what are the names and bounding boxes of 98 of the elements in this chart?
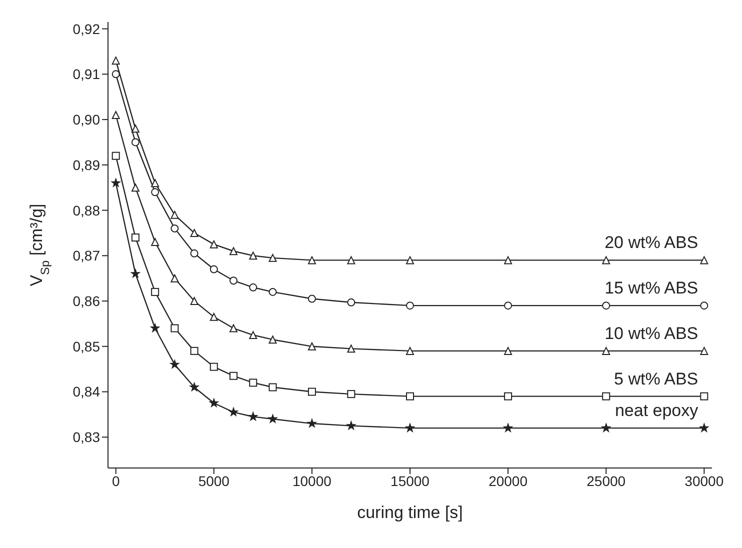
point	[602, 392, 610, 400]
point	[112, 152, 120, 160]
point	[700, 424, 708, 432]
point	[268, 414, 278, 423]
point	[151, 179, 160, 188]
x-tick-label: 25000	[586, 472, 626, 489]
point	[170, 324, 179, 332]
point	[112, 70, 120, 78]
point	[268, 288, 277, 296]
point	[308, 342, 316, 350]
point	[131, 269, 140, 278]
x-tick-label: 5000	[198, 472, 230, 489]
y-tick-label: 0,85	[72, 338, 100, 354]
x-axis-title: curing time [s]	[357, 503, 463, 522]
point	[112, 178, 120, 187]
point	[347, 256, 356, 264]
point	[210, 312, 218, 321]
y-tick-label: 0,84	[72, 384, 100, 400]
point	[406, 424, 414, 432]
y-tick-label: 0,92	[72, 20, 100, 37]
point	[406, 302, 414, 310]
point	[230, 372, 238, 380]
point	[249, 252, 258, 260]
point	[504, 256, 512, 264]
point	[210, 265, 218, 274]
point	[406, 256, 414, 264]
point	[190, 249, 198, 258]
point	[602, 256, 610, 264]
point	[151, 288, 160, 296]
point	[602, 424, 610, 432]
point	[406, 392, 414, 400]
point	[308, 256, 316, 264]
point	[190, 297, 198, 306]
point	[504, 302, 512, 310]
series-label: 15 wt% ABS	[604, 278, 698, 298]
y-tick-label: 0,88	[72, 202, 100, 218]
point	[131, 138, 140, 146]
point	[151, 238, 160, 246]
y-tick-label: 0,83	[72, 429, 100, 446]
point	[112, 56, 120, 65]
point	[230, 276, 238, 285]
point	[170, 274, 179, 282]
point	[190, 382, 199, 391]
x-tick-label: 10000	[292, 472, 332, 489]
point	[406, 346, 414, 355]
series-label: 20 wt% ABS	[604, 233, 698, 252]
point	[347, 344, 356, 353]
point	[346, 421, 356, 430]
point	[170, 360, 179, 368]
point	[190, 228, 198, 237]
point	[700, 302, 708, 310]
point	[308, 419, 316, 428]
point	[170, 224, 179, 232]
x-tick-label: 15000	[390, 472, 430, 489]
point	[112, 111, 120, 120]
series-label: 5 wt% ABS	[614, 369, 698, 388]
x-tick-label: 30000	[684, 472, 724, 489]
series-label: 10 wt% ABS	[604, 324, 698, 343]
point	[150, 324, 160, 332]
point	[700, 256, 708, 264]
point	[249, 283, 258, 292]
point	[602, 302, 610, 310]
point	[210, 398, 218, 407]
point	[700, 346, 708, 355]
point	[131, 124, 140, 133]
point	[229, 408, 238, 416]
y-tick-label: 0,89	[72, 156, 100, 173]
point	[308, 388, 316, 396]
point	[700, 392, 708, 400]
point	[210, 362, 218, 371]
point	[268, 383, 277, 392]
point	[347, 298, 356, 306]
point	[347, 390, 356, 398]
point	[504, 346, 512, 355]
point	[268, 336, 277, 344]
y-tick-label: 0,87	[72, 248, 100, 264]
y-tick-label: 0,91	[72, 66, 100, 82]
point	[249, 331, 258, 340]
point	[210, 240, 218, 248]
point	[230, 247, 238, 256]
y-tick-label: 0,86	[72, 293, 100, 310]
point	[230, 324, 238, 332]
point	[131, 184, 140, 192]
point	[170, 210, 179, 219]
point	[190, 346, 198, 355]
point	[308, 294, 316, 303]
series-label: neat epoxy	[614, 401, 699, 420]
point	[504, 424, 512, 432]
point	[602, 346, 610, 355]
point	[248, 412, 258, 420]
x-tick-label: 20000	[488, 472, 528, 489]
point	[504, 392, 512, 400]
point	[151, 188, 160, 196]
point	[268, 254, 277, 262]
y-tick-label: 0,90	[72, 112, 100, 128]
x-tick-label: 0	[112, 472, 120, 489]
point	[249, 378, 258, 387]
point	[131, 234, 140, 242]
